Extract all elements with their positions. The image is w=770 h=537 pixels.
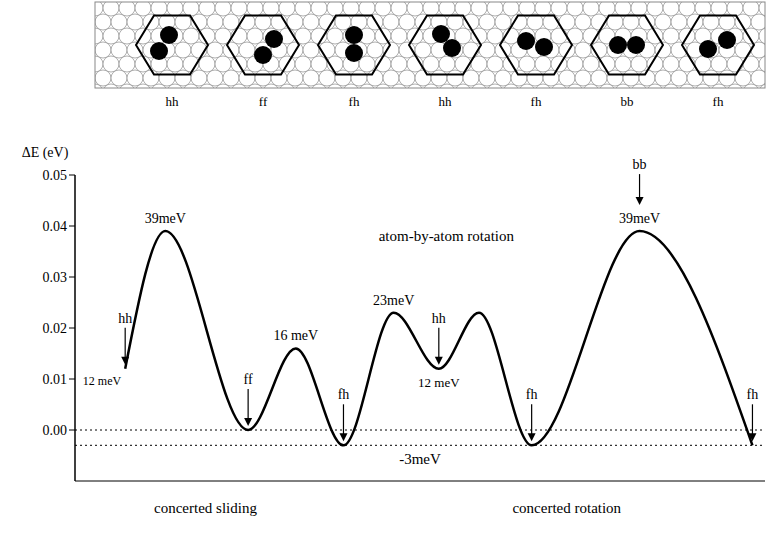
svg-text:0.05: 0.05 xyxy=(43,168,68,183)
svg-text:hh: hh xyxy=(432,311,446,326)
svg-text:0.04: 0.04 xyxy=(43,219,68,234)
svg-text:12 meV: 12 meV xyxy=(418,375,460,390)
svg-text:ΔE (eV): ΔE (eV) xyxy=(22,145,69,161)
svg-text:fh: fh xyxy=(526,387,538,402)
svg-text:hh: hh xyxy=(118,311,132,326)
svg-text:bb: bb xyxy=(633,157,647,172)
svg-text:bb: bb xyxy=(621,94,634,109)
svg-text:23meV: 23meV xyxy=(373,293,414,308)
svg-text:0.02: 0.02 xyxy=(43,321,68,336)
svg-text:fh: fh xyxy=(713,94,724,109)
svg-text:concerted rotation: concerted rotation xyxy=(512,500,621,516)
svg-text:16 meV: 16 meV xyxy=(273,328,318,343)
svg-text:12 meV: 12 meV xyxy=(83,374,122,388)
svg-text:39meV: 39meV xyxy=(145,211,186,226)
svg-text:-3meV: -3meV xyxy=(399,451,441,467)
svg-text:ff: ff xyxy=(259,94,268,109)
svg-text:hh: hh xyxy=(166,94,180,109)
svg-text:hh: hh xyxy=(439,94,453,109)
svg-text:0.00: 0.00 xyxy=(43,423,68,438)
svg-text:fh: fh xyxy=(747,387,759,402)
svg-text:0.03: 0.03 xyxy=(43,270,68,285)
svg-text:fh: fh xyxy=(349,94,360,109)
svg-text:0.01: 0.01 xyxy=(43,372,68,387)
svg-text:atom-by-atom rotation: atom-by-atom rotation xyxy=(379,228,515,244)
svg-text:concerted sliding: concerted sliding xyxy=(154,500,257,516)
svg-text:39meV: 39meV xyxy=(619,211,660,226)
svg-text:fh: fh xyxy=(338,387,350,402)
svg-text:fh: fh xyxy=(531,94,542,109)
svg-text:ff: ff xyxy=(244,372,253,387)
